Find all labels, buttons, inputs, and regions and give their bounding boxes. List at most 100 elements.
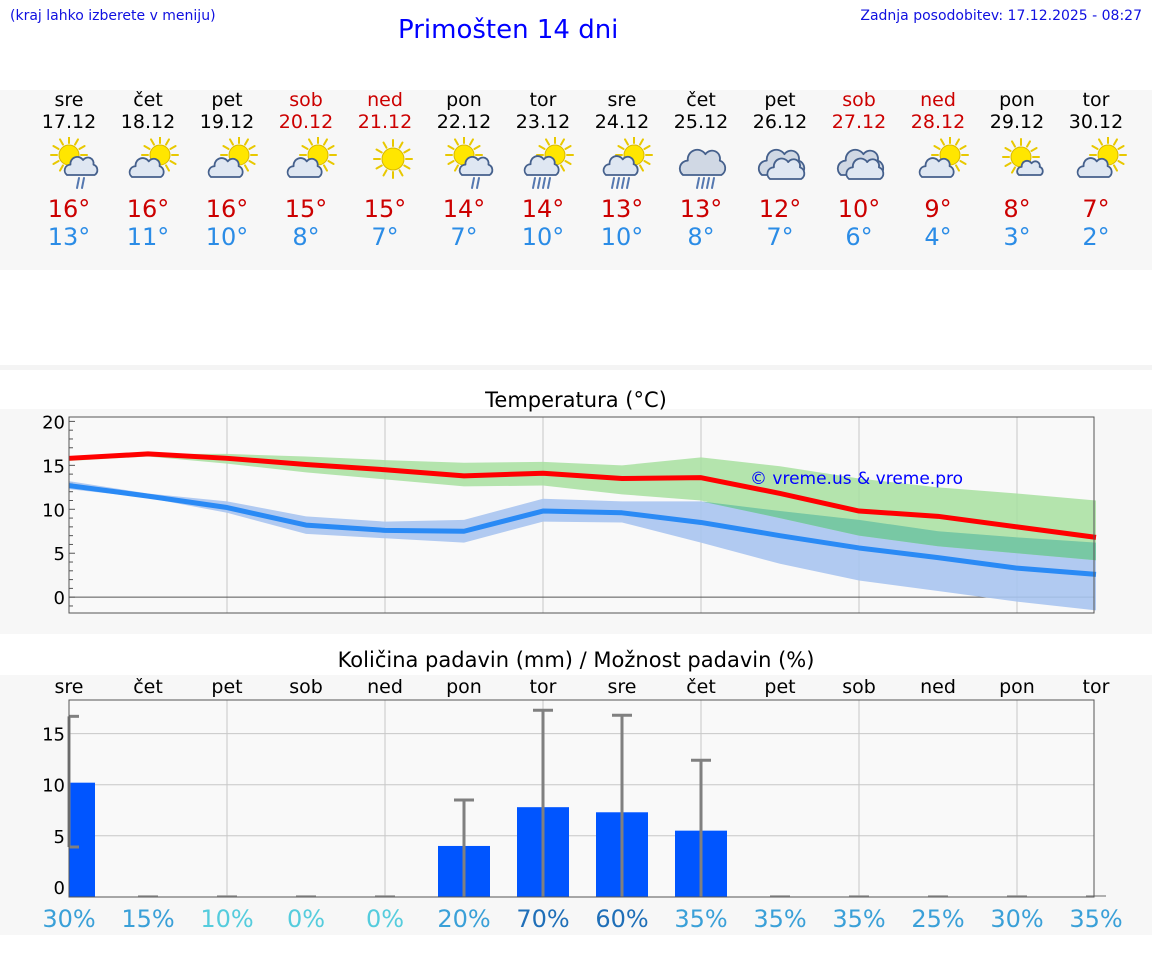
high-temp: 10° [837, 195, 881, 223]
x-category-label: tor [530, 676, 557, 698]
low-temp: 4° [924, 223, 952, 251]
y-tick-label: 10 [42, 500, 65, 521]
x-category-label: ned [367, 676, 403, 698]
low-temp: 3° [1003, 223, 1031, 251]
high-temp: 15° [363, 195, 407, 223]
y-tick-label: 15 [42, 456, 65, 477]
forecast-day: tor 30.12 7° 2° [1056, 89, 1136, 251]
day-name: sob [289, 89, 323, 111]
cloud-icon [836, 148, 885, 180]
precip-chance-label: 60% [595, 905, 648, 933]
min-temp-line [68, 483, 1097, 577]
high-temp: 15° [284, 195, 328, 223]
high-temp: 8° [1003, 195, 1031, 223]
sun-cloud-icon [207, 137, 258, 178]
location-menu-hint[interactable]: (kraj lahko izberete v meniju) [10, 8, 216, 24]
precip-chance-label: 0% [366, 905, 404, 933]
low-temp: 10° [521, 223, 565, 251]
forecast-day: pon 22.12 14° 7° [424, 89, 504, 251]
precip-chance-label: 70% [516, 905, 569, 933]
max-temp-line [68, 451, 1097, 540]
x-category-label: pon [446, 676, 482, 698]
forecast-day: pon 29.12 8° 3° [977, 89, 1057, 251]
forecast-day: čet 18.12 16° 11° [108, 89, 188, 251]
day-name: tor [1082, 89, 1110, 111]
day-name: sob [842, 89, 876, 111]
forecast-day: sob 27.12 10° 6° [819, 89, 899, 251]
y-tick-label: 5 [54, 827, 65, 848]
precip-chance-label: 30% [990, 905, 1043, 933]
day-date: 19.12 [199, 111, 255, 133]
day-name: čet [133, 89, 163, 111]
forecast-day: sre 17.12 16° 13° [29, 89, 109, 251]
max-temp-band [69, 453, 1096, 561]
watermark: © vreme.us & vreme.pro [750, 469, 963, 489]
x-category-label: čet [133, 676, 163, 698]
plot-frame [68, 699, 1095, 898]
sun-icon [373, 139, 413, 179]
day-name: pon [446, 89, 482, 111]
day-date: 30.12 [1068, 111, 1124, 133]
precip-chance-label: 20% [437, 905, 490, 933]
day-name: pon [999, 89, 1035, 111]
day-name: ned [920, 89, 956, 111]
precip-chance-label: 35% [1069, 905, 1122, 933]
min-temp-band [69, 481, 1096, 611]
precip-chance-label: 35% [832, 905, 885, 933]
forecast-day: ned 28.12 9° 4° [898, 89, 978, 251]
forecast-day: ned 21.12 15° 7° [345, 89, 425, 251]
day-date: 23.12 [515, 111, 571, 133]
page-title: Primošten 14 dni [398, 15, 619, 45]
precip-chance-label: 35% [753, 905, 806, 933]
forecast-day: čet 25.12 13° 8° [661, 89, 741, 251]
x-category-label: sob [289, 676, 323, 698]
low-temp: 13° [47, 223, 91, 251]
y-tick-label: 0 [54, 878, 65, 899]
forecast-band [0, 90, 1152, 270]
low-temp: 8° [687, 223, 715, 251]
precip-chance-label: 0% [287, 905, 325, 933]
forecast-day: tor 23.12 14° 10° [503, 89, 583, 251]
temperature-chart: 0 5 10 15 20 © vreme.us & vreme.pro [42, 412, 1097, 614]
day-date: 29.12 [989, 111, 1045, 133]
sun-cloud-icon [286, 137, 337, 178]
precip-chance-label: 10% [200, 905, 253, 933]
high-temp: 7° [1082, 195, 1110, 223]
y-tick-label: 15 [42, 725, 65, 746]
high-temp: 14° [521, 195, 565, 223]
sun-cloud-rain-icon [445, 137, 494, 189]
forecast-day: sre 24.12 13° 10° [582, 89, 662, 251]
high-temp: 14° [442, 195, 486, 223]
day-name: tor [529, 89, 557, 111]
day-name: ned [367, 89, 403, 111]
y-tick-label: 20 [42, 412, 65, 433]
precipitation-chart-title: Količina padavin (mm) / Možnost padavin … [337, 648, 815, 672]
low-temp: 7° [766, 223, 794, 251]
y-tick-label: 0 [54, 588, 65, 609]
day-date: 18.12 [120, 111, 176, 133]
sun-cloud-heavy-rain-icon [602, 137, 653, 189]
precip-chance-label: 30% [42, 905, 95, 933]
day-name: pet [211, 89, 243, 111]
cloud-heavy-rain-icon [678, 148, 727, 189]
precip-chance-label: 25% [911, 905, 964, 933]
forecast-day: sob 20.12 15° 8° [266, 89, 346, 251]
precip-chance-label: 15% [121, 905, 174, 933]
sun-cloud-icon [128, 137, 179, 178]
day-date: 21.12 [357, 111, 413, 133]
divider [0, 365, 1152, 370]
day-date: 17.12 [41, 111, 97, 133]
day-name: sre [54, 89, 84, 111]
high-temp: 16° [126, 195, 170, 223]
sun-cloud-heavy-rain-icon [523, 137, 574, 189]
low-temp: 6° [845, 223, 873, 251]
forecast-day: pet 26.12 12° 7° [740, 89, 820, 251]
precip-chance-label: 35% [674, 905, 727, 933]
low-temp: 2° [1082, 223, 1110, 251]
sun-cloud-rain-icon [50, 137, 99, 189]
day-date: 27.12 [831, 111, 887, 133]
high-temp: 13° [679, 195, 723, 223]
plot-area [69, 700, 1094, 897]
x-category-label: čet [686, 676, 716, 698]
high-temp: 16° [47, 195, 91, 223]
